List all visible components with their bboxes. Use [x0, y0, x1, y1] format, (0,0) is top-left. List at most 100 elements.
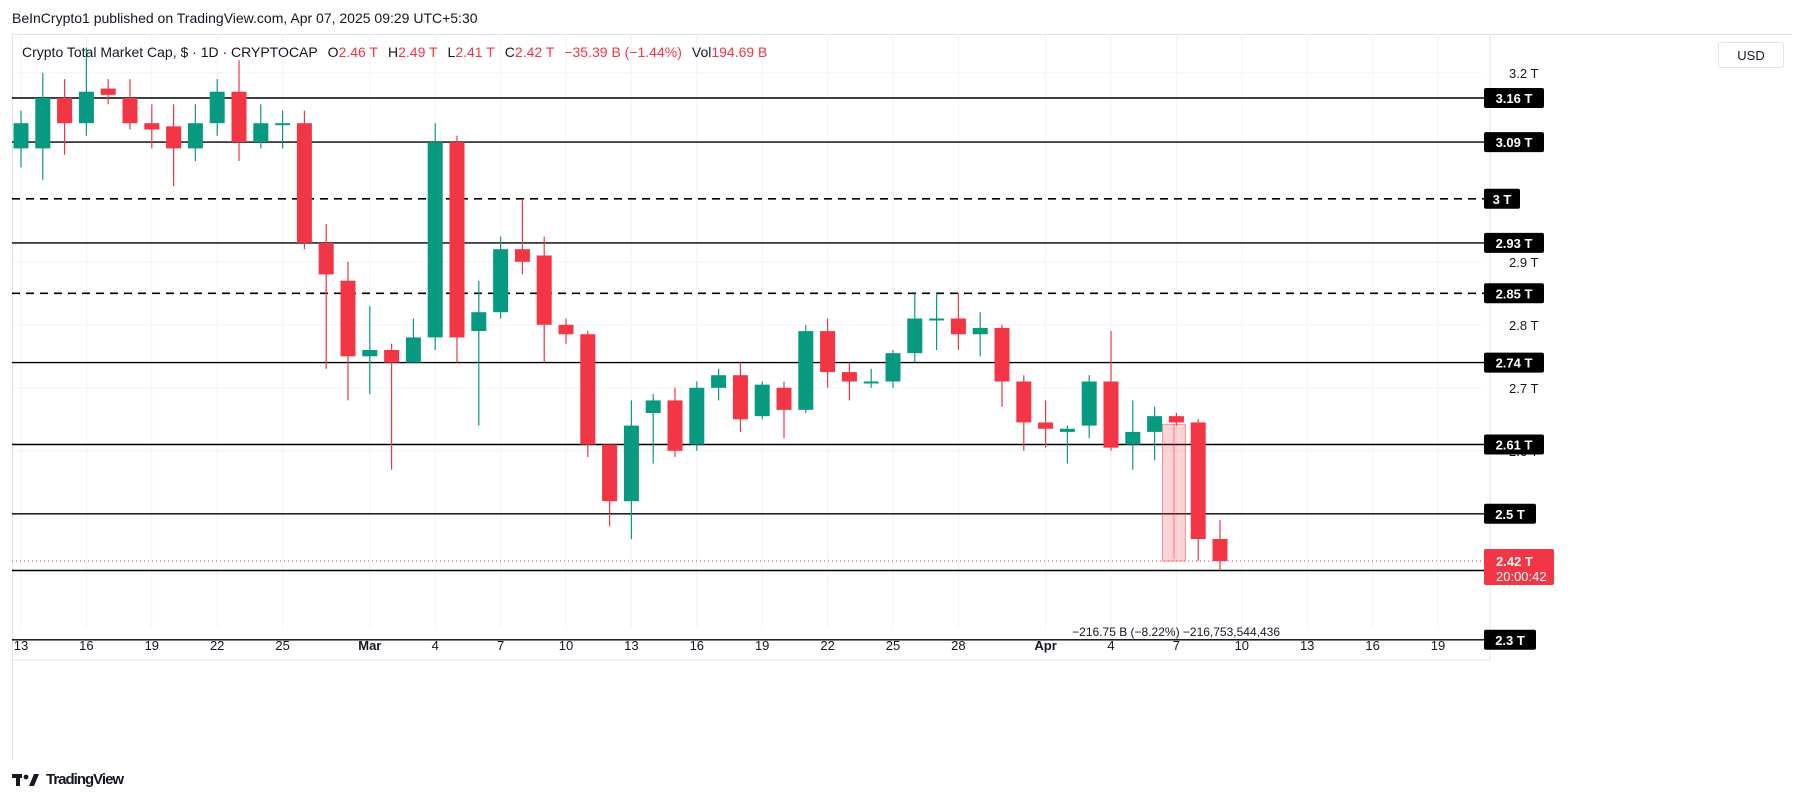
- candle-body[interactable]: [384, 350, 400, 363]
- candle-body[interactable]: [732, 375, 748, 420]
- candle-body[interactable]: [35, 98, 51, 149]
- level-price-tag-text: 3.16 T: [1496, 91, 1533, 106]
- candle-body[interactable]: [166, 126, 182, 149]
- candle-body[interactable]: [950, 318, 966, 335]
- low-number: 2.41 T: [455, 44, 495, 60]
- candle-body[interactable]: [209, 91, 225, 124]
- candle-body[interactable]: [78, 91, 94, 124]
- candle-body[interactable]: [1059, 428, 1075, 432]
- level-price-tag-text: 2.74 T: [1496, 356, 1533, 371]
- candle-body[interactable]: [122, 98, 138, 124]
- candle-body[interactable]: [1125, 431, 1141, 445]
- low-value: L2.41 T: [448, 44, 495, 60]
- level-price-tag-text: 2.61 T: [1496, 438, 1533, 453]
- tradingview-logo-icon: [12, 773, 39, 786]
- level-price-tag-bg: [1484, 283, 1544, 304]
- candle-body[interactable]: [427, 142, 443, 338]
- level-price-tag[interactable]: 2.93 T: [1484, 232, 1544, 253]
- candle-body[interactable]: [471, 312, 487, 332]
- candle-body[interactable]: [1103, 381, 1119, 448]
- tradingview-brand[interactable]: TradingView: [46, 771, 124, 788]
- candle-body[interactable]: [994, 327, 1010, 382]
- currency-button[interactable]: USD: [1718, 42, 1784, 68]
- candle-body[interactable]: [841, 372, 857, 382]
- candle-body[interactable]: [972, 327, 988, 335]
- x-tick-label: 13: [14, 638, 28, 653]
- candle-body[interactable]: [907, 318, 923, 354]
- level-price-tag[interactable]: 3.16 T: [1484, 88, 1544, 108]
- level-price-tag[interactable]: 2.61 T: [1484, 434, 1544, 455]
- candle-body[interactable]: [318, 242, 334, 275]
- candle-body[interactable]: [362, 350, 378, 357]
- current-price-tag-bg: [1484, 549, 1554, 586]
- candle-body[interactable]: [296, 123, 312, 243]
- level-price-tag[interactable]: 3 T: [1484, 188, 1520, 209]
- candle-body[interactable]: [1038, 422, 1054, 429]
- candle-body[interactable]: [1168, 416, 1184, 423]
- level-price-tag[interactable]: 2.74 T: [1484, 352, 1544, 373]
- y-tick-label: 3.2 T: [1509, 66, 1538, 81]
- open-label: O: [327, 44, 339, 60]
- candle-body[interactable]: [820, 331, 836, 373]
- level-price-tag[interactable]: 2.5 T: [1484, 503, 1536, 524]
- candle-body[interactable]: [231, 91, 247, 143]
- candle-body[interactable]: [275, 123, 291, 126]
- candle-body[interactable]: [187, 123, 203, 149]
- measure-label: −216.75 B (−8.22%) −216,753,544,436: [1072, 625, 1280, 639]
- close-label: C: [504, 44, 515, 60]
- high-value: H2.49 T: [388, 44, 438, 60]
- candle-body[interactable]: [13, 123, 29, 149]
- x-tick-label: Apr: [1034, 638, 1056, 653]
- candle-body[interactable]: [1081, 381, 1097, 426]
- candle-body[interactable]: [711, 375, 727, 388]
- candle-body[interactable]: [1190, 422, 1206, 539]
- x-tick-label: 19: [755, 638, 769, 653]
- candle-body[interactable]: [536, 255, 552, 325]
- candle-body[interactable]: [514, 249, 530, 262]
- candle-body[interactable]: [602, 444, 618, 502]
- volume-value: Vol194.69 B: [692, 44, 768, 60]
- level-price-tag-text: 2.3 T: [1495, 633, 1525, 648]
- candle-body[interactable]: [1016, 381, 1032, 423]
- candle-body[interactable]: [929, 318, 945, 321]
- measure-tool-layer: −216.75 B (−8.22%) −216,753,544,436: [1072, 423, 1280, 639]
- level-price-tag[interactable]: 3.09 T: [1484, 132, 1544, 153]
- close-number: 2.42 T: [514, 44, 555, 60]
- symbol-title[interactable]: Crypto Total Market Cap, $ · 1D · CRYPTO…: [22, 44, 318, 60]
- candle-body[interactable]: [493, 249, 509, 313]
- candle-body[interactable]: [798, 331, 814, 410]
- level-lines-layer: [12, 97, 1490, 641]
- candle-body[interactable]: [863, 381, 879, 384]
- candle-body[interactable]: [885, 353, 901, 382]
- level-price-tag[interactable]: 2.85 T: [1484, 283, 1544, 304]
- x-tick-label: 16: [79, 638, 93, 653]
- candle-body[interactable]: [558, 324, 574, 335]
- candles-layer: [13, 47, 1228, 571]
- candle-body[interactable]: [405, 337, 421, 363]
- candle-body[interactable]: [449, 142, 465, 338]
- candle-body[interactable]: [645, 400, 661, 413]
- level-price-tag[interactable]: 2.3 T: [1484, 629, 1536, 650]
- x-tick-label: 13: [1300, 638, 1314, 653]
- candle-body[interactable]: [667, 400, 683, 451]
- candle-body[interactable]: [1147, 416, 1163, 432]
- candle-body[interactable]: [776, 387, 792, 410]
- candle-body[interactable]: [57, 98, 73, 124]
- candle-body[interactable]: [253, 123, 269, 143]
- candle-body[interactable]: [689, 387, 705, 445]
- grid-layer: [12, 34, 1482, 628]
- x-tick-label: 19: [1431, 638, 1445, 653]
- low-label: L: [447, 44, 456, 60]
- candle-body[interactable]: [144, 123, 160, 130]
- x-tick-label: 10: [559, 638, 573, 653]
- candle-body[interactable]: [623, 425, 639, 502]
- level-price-tag-bg: [1484, 352, 1544, 373]
- y-tick-label: 2.9 T: [1509, 255, 1538, 270]
- candle-body[interactable]: [754, 384, 770, 417]
- candle-body[interactable]: [580, 334, 596, 445]
- candle-body[interactable]: [100, 88, 116, 95]
- current-price-tag[interactable]: 2.42 T20:00:42: [1484, 549, 1554, 586]
- candle-body[interactable]: [340, 280, 356, 357]
- candle-body[interactable]: [1212, 539, 1228, 562]
